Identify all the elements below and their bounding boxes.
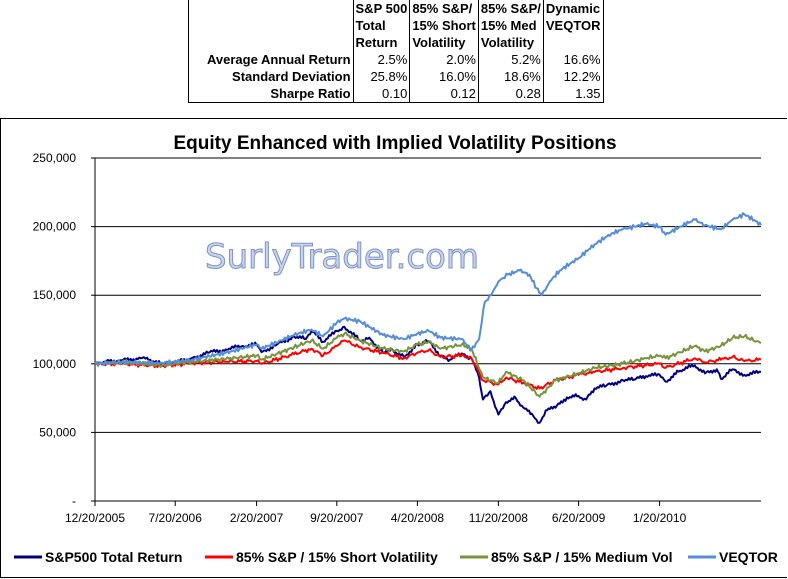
- stats-header-cell: S&P 500: [353, 0, 411, 17]
- y-tick-label: 50,000: [39, 425, 76, 439]
- stats-header-cell: 15% Med: [478, 17, 544, 34]
- legend-label: 85% S&P / 15% Short Volatility: [236, 549, 438, 565]
- watermark: SurlyTrader.com: [205, 237, 479, 277]
- stats-value: 12.2%: [543, 68, 604, 85]
- stats-row: Average Annual Return 2.5% 2.0% 5.2% 16.6%: [188, 51, 604, 68]
- grid-lines: [95, 157, 761, 433]
- series-line-2: [94, 339, 762, 390]
- stats-value: 0.12: [409, 85, 479, 103]
- stats-value: 16.0%: [409, 68, 479, 85]
- legend-label: VEQTOR: [719, 549, 778, 565]
- stats-header-cell: Total: [353, 17, 411, 34]
- stats-value: 18.6%: [478, 68, 544, 85]
- chart-title: Equity Enhanced with Implied Volatility …: [173, 133, 616, 154]
- stats-header-cell: 85% S&P/: [409, 0, 479, 17]
- y-tick-label: 100,000: [33, 357, 77, 371]
- stats-corner-cell: [188, 34, 354, 51]
- stats-value: 0.28: [478, 85, 544, 103]
- stats-header-cell: [543, 34, 604, 51]
- stats-value: 2.5%: [353, 51, 411, 68]
- stats-value: 25.8%: [353, 68, 411, 85]
- chart-frame: [0, 118, 787, 578]
- x-tick-label: 2/20/2007: [230, 511, 284, 525]
- stats-row-label: Average Annual Return: [188, 51, 354, 68]
- y-axis: - 50,000 100,000 150,000 200,000 250,000: [33, 151, 96, 508]
- stats-value: 0.10: [353, 85, 411, 103]
- legend-label: 85% S&P / 15% Medium Vol: [491, 549, 673, 565]
- stats-table: S&P 500 85% S&P/85% S&P/Dynamic Total 15% S…: [188, 0, 604, 103]
- stats-header-cell: 15% Short: [409, 17, 479, 34]
- stats-row-label: Sharpe Ratio: [188, 85, 354, 103]
- stats-header-cell: 85% S&P/: [478, 0, 544, 17]
- stats-corner-cell: [188, 0, 354, 17]
- x-tick-label: 1/20/2010: [633, 511, 687, 525]
- stats-row: Sharpe Ratio 0.10 0.12 0.28 1.35: [188, 85, 604, 103]
- x-axis: 12/20/2005 7/20/2006 2/20/2007 9/20/2007 4/2…: [65, 500, 761, 525]
- stats-row-label: Standard Deviation: [188, 68, 354, 85]
- legend-label: S&P500 Total Return: [45, 549, 182, 565]
- series-lines: [94, 212, 762, 424]
- stats-row: Standard Deviation 25.8% 16.0% 18.6% 12.2%: [188, 68, 604, 85]
- x-tick-label: 12/20/2005: [65, 511, 125, 525]
- stats-header-cell: Dynamic: [543, 0, 604, 17]
- stats-header-cell: Return: [353, 34, 411, 51]
- y-tick-label: 150,000: [33, 288, 77, 302]
- x-tick-label: 7/20/2006: [149, 511, 203, 525]
- stats-value: 2.0%: [409, 51, 479, 68]
- stats-corner-cell: [188, 17, 354, 34]
- x-tick-label: 9/20/2007: [310, 511, 364, 525]
- stats-value: 5.2%: [478, 51, 544, 68]
- stats-value: 1.35: [543, 85, 604, 103]
- stats-header-cell: VEQTOR: [543, 17, 604, 34]
- legend: S&P500 Total Return 85% S&P / 15% Short V…: [14, 549, 778, 565]
- stats-value: 16.6%: [543, 51, 604, 68]
- stats-header-cell: Volatility: [409, 34, 479, 51]
- y-tick-label: -: [72, 494, 76, 508]
- y-tick-label: 250,000: [33, 151, 77, 165]
- x-tick-label: 6/20/2009: [552, 511, 606, 525]
- series-line-4: [94, 212, 762, 366]
- y-tick-label: 200,000: [33, 220, 77, 234]
- series-line-3: [94, 331, 762, 398]
- x-tick-label: 11/20/2008: [469, 511, 528, 525]
- stats-header-cell: Volatility: [478, 34, 544, 51]
- x-tick-label: 4/20/2008: [391, 511, 445, 525]
